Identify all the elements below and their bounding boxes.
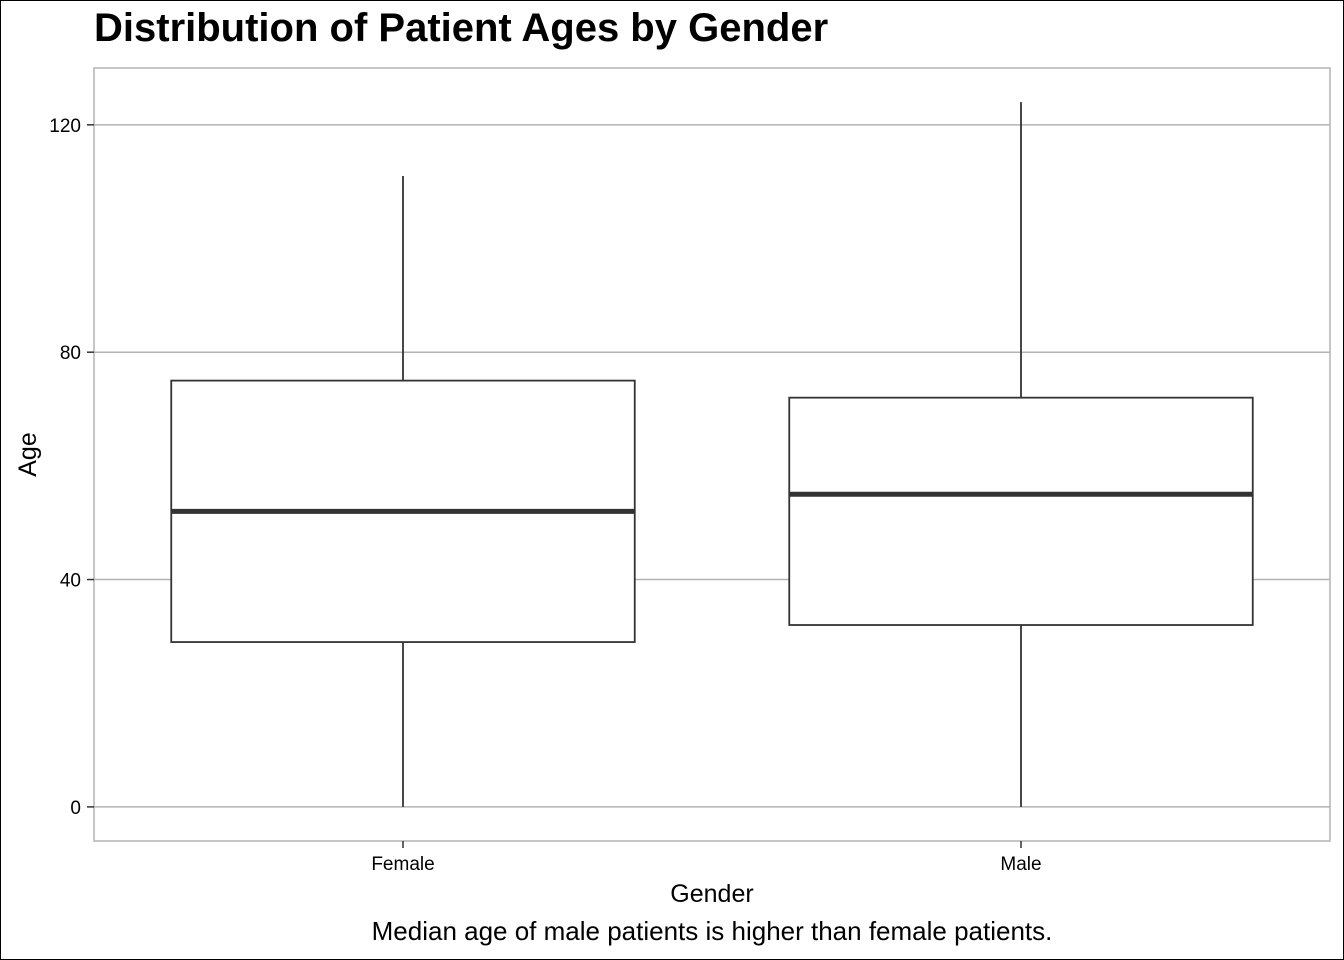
chart-title: Distribution of Patient Ages by Gender xyxy=(94,6,829,50)
y-axis-title: Age xyxy=(14,432,42,476)
x-tick-label-male: Male xyxy=(1000,854,1041,875)
iqr-box-male xyxy=(788,396,1254,626)
box-female xyxy=(170,175,636,807)
x-axis-title: Gender xyxy=(670,880,753,908)
box-male xyxy=(788,102,1254,807)
y-tick-label-120: 120 xyxy=(49,116,81,137)
chart-caption: Median age of male patients is higher th… xyxy=(371,916,1053,946)
y-tick-label-80: 80 xyxy=(60,343,81,364)
x-axis-ticks: Female Male xyxy=(371,841,1042,875)
y-tick-label-40: 40 xyxy=(60,571,81,592)
x-tick-label-female: Female xyxy=(371,854,434,875)
panel-border xyxy=(93,67,1331,842)
boxplots xyxy=(170,102,1254,807)
y-tick-label-0: 0 xyxy=(70,798,81,819)
y-axis-ticks: 0 40 80 120 xyxy=(49,116,94,819)
